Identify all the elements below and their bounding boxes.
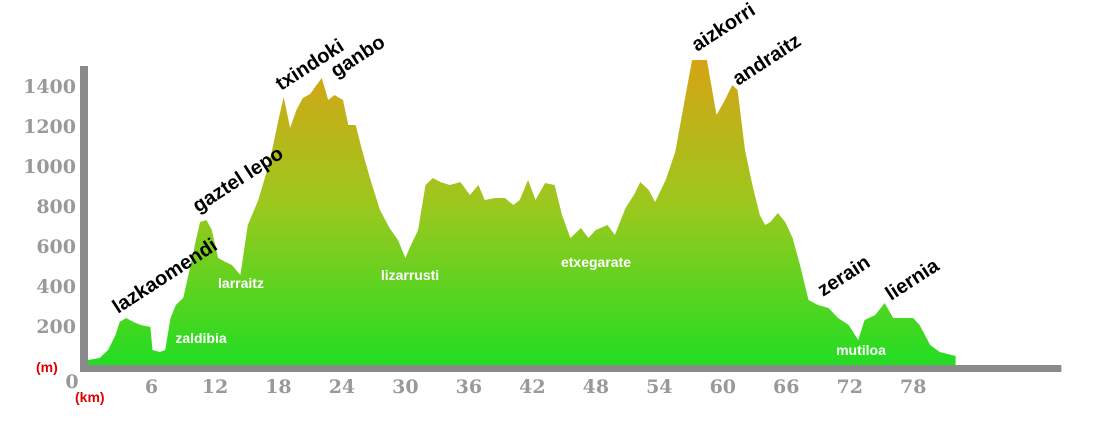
x-tick-label: 66 (773, 376, 799, 398)
x-tick-label: 6 (145, 376, 158, 398)
x-axis-label: (km) (75, 389, 105, 405)
peak-label: aizkorri (688, 0, 760, 56)
y-tick-label: 200 (36, 316, 76, 338)
x-tick-label: 54 (646, 376, 672, 398)
valley-label: etxegarate (561, 254, 631, 270)
x-tick-label: 18 (265, 376, 291, 398)
y-axis (80, 66, 88, 372)
peak-label: liernia (882, 254, 944, 305)
x-axis (80, 365, 1062, 372)
y-tick-label: 1200 (23, 116, 76, 138)
valley-label: larraitz (218, 275, 264, 291)
x-tick-label: 12 (202, 376, 228, 398)
y-tick-label: 400 (36, 276, 76, 298)
peak-label: andraitz (729, 30, 805, 90)
y-tick-label: 600 (36, 236, 76, 258)
x-tick-label: 60 (710, 376, 736, 398)
x-tick-label: 72 (837, 376, 863, 398)
y-tick-label: 1000 (23, 156, 76, 178)
x-tick-label: 36 (456, 376, 482, 398)
valley-label: mutiloa (836, 342, 886, 358)
x-tick-label: 24 (329, 376, 355, 398)
x-tick-label: 0 (65, 371, 78, 393)
y-axis-label: (m) (36, 359, 58, 375)
x-tick-label: 78 (900, 376, 926, 398)
x-tick-label: 30 (392, 376, 418, 398)
x-tick-label: 48 (583, 376, 609, 398)
y-tick-label: 800 (36, 196, 76, 218)
y-tick-label: 1400 (23, 76, 76, 98)
x-tick-label: 42 (519, 376, 545, 398)
valley-label: zaldibia (175, 330, 227, 346)
elevation-area (88, 60, 956, 366)
valley-label: lizarrusti (381, 267, 439, 283)
peak-label: zerain (814, 251, 874, 301)
